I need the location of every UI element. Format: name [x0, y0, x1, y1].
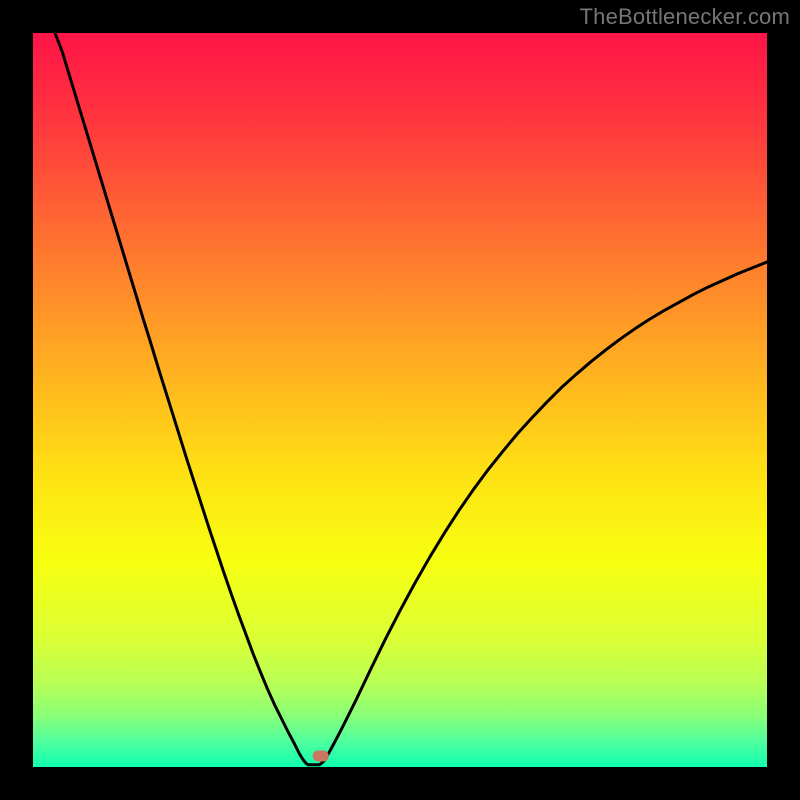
plot-area	[33, 33, 767, 767]
plot-svg	[33, 33, 767, 767]
optimum-marker	[313, 750, 329, 761]
plot-background	[33, 33, 767, 767]
watermark-text: TheBottlenecker.com	[580, 4, 790, 30]
chart-frame: TheBottlenecker.com	[0, 0, 800, 800]
